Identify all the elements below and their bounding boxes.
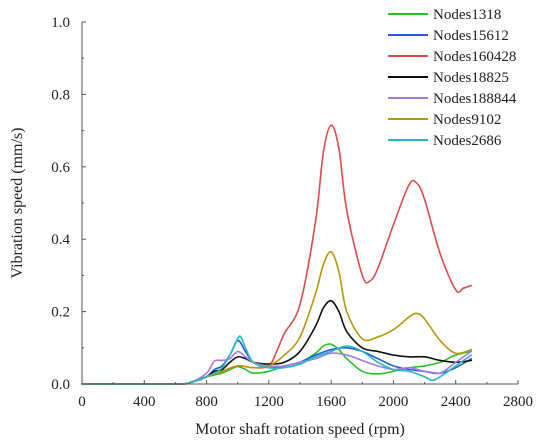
legend: Nodes1318 Nodes15612 Nodes160428 Nodes18825… (388, 7, 517, 149)
legend-item: Nodes15612 (388, 28, 509, 44)
y-tick-label: 0.8 (51, 87, 70, 103)
series-line-nodes160428 (81, 124, 473, 385)
series-line-nodes2686 (81, 335, 473, 385)
series-layer (81, 124, 473, 385)
legend-label: Nodes160428 (433, 49, 516, 65)
legend-item: Nodes2686 (388, 133, 502, 149)
legend-label: Nodes18825 (433, 70, 509, 86)
x-tick-label: 0 (78, 394, 86, 410)
x-tick-label: 2000 (378, 394, 408, 410)
x-tick-label: 1200 (254, 394, 284, 410)
legend-item: Nodes188844 (388, 91, 517, 107)
legend-label: Nodes9102 (433, 112, 501, 128)
y-axis-title: Vibration speed (mm/s) (9, 127, 26, 278)
legend-label: Nodes188844 (433, 91, 517, 107)
plot-area: 0 400 800 1200 1600 2000 2400 2800 0.0 0.2 0.4 0.6… (51, 15, 533, 410)
x-tick-label: 2800 (503, 394, 533, 410)
series-line-nodes18825 (81, 299, 473, 385)
x-tick-label: 400 (133, 394, 156, 410)
legend-label: Nodes15612 (433, 28, 509, 44)
legend-label: Nodes2686 (433, 133, 502, 149)
x-tick-label: 800 (195, 394, 218, 410)
series-line-nodes188844 (81, 350, 473, 385)
legend-item: Nodes9102 (388, 112, 501, 128)
legend-item: Nodes160428 (388, 49, 516, 65)
legend-item: Nodes18825 (388, 70, 509, 86)
y-axis-ticks: 0.0 0.2 0.4 0.6 0.8 1.0 (51, 15, 86, 393)
x-tick-label: 1600 (316, 394, 346, 410)
legend-label: Nodes1318 (433, 7, 501, 23)
x-tick-label: 2400 (441, 394, 471, 410)
x-axis-title: Motor shaft rotation speed (rpm) (195, 421, 405, 438)
x-axis-ticks: 0 400 800 1200 1600 2000 2400 2800 (78, 380, 533, 410)
y-tick-label: 0.6 (51, 160, 70, 176)
y-tick-label: 0.4 (51, 232, 70, 248)
y-tick-label: 0.2 (51, 305, 70, 321)
y-tick-label: 1.0 (51, 15, 70, 31)
series-line-nodes9102 (81, 250, 473, 385)
y-tick-label: 0.0 (51, 377, 70, 393)
legend-item: Nodes1318 (388, 7, 501, 23)
